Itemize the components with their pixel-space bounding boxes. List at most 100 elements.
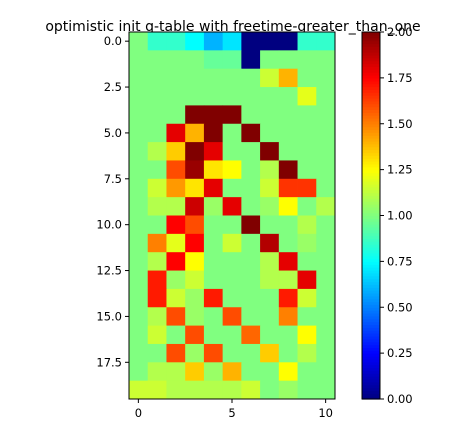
heatmap-cell (166, 362, 186, 382)
heatmap-cell (185, 142, 205, 161)
heatmap-cell (278, 87, 298, 106)
colorbar-gradient-band (362, 364, 380, 369)
heatmap-cell (241, 178, 261, 198)
colorbar-gradient-band (362, 95, 380, 99)
heatmap-cell (222, 32, 242, 51)
heatmap-cell (316, 123, 336, 143)
colorbar-gradient-band (362, 304, 380, 308)
heatmap-cell (297, 197, 317, 216)
heatmap-cell (316, 160, 336, 180)
heatmap-cell (147, 380, 167, 400)
heatmap-cell (297, 123, 317, 143)
heatmap-cell (166, 178, 186, 198)
colorbar-tick-label: 0.00 (387, 392, 413, 406)
colorbar-gradient-band (362, 100, 380, 105)
heatmap-cell (278, 50, 298, 70)
colorbar-gradient-band (362, 89, 380, 93)
heatmap-cell (241, 215, 261, 235)
heatmap-cell (185, 68, 205, 88)
colorbar-gradient-band (362, 126, 380, 131)
heatmap-cell (222, 252, 242, 271)
colorbar-gradient-band (362, 235, 380, 240)
heatmap-cell (203, 307, 224, 326)
colorbar-gradient-band (362, 152, 380, 156)
colorbar-tick-label: 1.25 (387, 163, 413, 177)
heatmap-cell (278, 362, 298, 382)
colorbar-gradient-band (362, 123, 380, 128)
heatmap-cell (185, 32, 205, 51)
heatmap-cell (147, 87, 167, 106)
colorbar-gradient-band (362, 318, 380, 323)
colorbar-gradient-band (362, 183, 380, 188)
colorbar-gradient-band (362, 358, 380, 363)
heatmap-cell (203, 178, 224, 198)
colorbar-gradient-band (362, 275, 380, 280)
colorbar-gradient-band (362, 163, 380, 168)
heatmap-cell (278, 233, 298, 253)
heatmap-cell (260, 343, 280, 363)
heatmap-cell (316, 32, 336, 51)
colorbar-gradient-band (362, 149, 380, 154)
colorbar-gradient-band (362, 361, 380, 366)
heatmap-cell (129, 197, 149, 216)
heatmap-cell (185, 307, 205, 326)
colorbar-gradient-band (362, 396, 380, 400)
heatmap-cell (203, 252, 224, 271)
colorbar-gradient-band (362, 333, 380, 337)
heatmap-cell (147, 233, 167, 253)
heatmap-cell (241, 105, 261, 125)
heatmap-cell (203, 233, 224, 253)
heatmap-cell (278, 197, 298, 216)
heatmap-cell (316, 288, 336, 308)
colorbar-gradient-band (362, 201, 380, 205)
heatmap-cell (147, 270, 167, 290)
colorbar-gradient-band (362, 307, 380, 311)
heatmap-cell (185, 87, 205, 106)
y-tick-label: 5.0 (104, 126, 122, 140)
heatmap-cell (147, 343, 167, 363)
colorbar-gradient-band (362, 178, 380, 182)
heatmap-cell (260, 50, 280, 70)
heatmap-cell (185, 343, 205, 363)
colorbar-gradient-band (362, 218, 380, 222)
colorbar-gradient-band (362, 60, 380, 65)
colorbar-gradient-band (362, 353, 380, 357)
colorbar-gradient-band (362, 204, 380, 208)
heatmap-cell (260, 307, 280, 326)
colorbar-gradient-band (362, 63, 380, 68)
heatmap-cell (297, 142, 317, 161)
colorbar-gradient-band (362, 92, 380, 96)
heatmap-cell (129, 87, 149, 106)
heatmap-cell (278, 142, 298, 161)
colorbar-gradient-band (362, 106, 380, 111)
heatmap-cell (166, 50, 186, 70)
heatmap-cell (260, 105, 280, 125)
heatmap-cell (278, 32, 298, 51)
colorbar-gradient-band (362, 192, 380, 197)
heatmap-cell (260, 380, 280, 400)
colorbar-gradient-band (362, 310, 380, 314)
heatmap-cell (316, 380, 336, 400)
heatmap-cell (166, 123, 186, 143)
heatmap-cell (297, 105, 317, 125)
colorbar-gradient-band (362, 97, 380, 102)
heatmap-cell (260, 68, 280, 88)
heatmap-cell (185, 288, 205, 308)
heatmap-cell (147, 325, 167, 345)
colorbar-gradient-band (362, 244, 380, 248)
colorbar-gradient-band (362, 206, 380, 211)
colorbar-tick-label: 0.25 (387, 346, 413, 360)
colorbar-gradient-band (362, 298, 380, 303)
colorbar-gradient-band (362, 312, 380, 317)
heatmap-cell (185, 197, 205, 216)
colorbar-gradient-band (362, 278, 380, 283)
y-tick-label: 0.0 (104, 34, 122, 48)
colorbar-gradient-band (362, 301, 380, 305)
colorbar-gradient-band (362, 120, 380, 125)
heatmap-cell (166, 68, 186, 88)
colorbar-gradient-band (362, 224, 380, 228)
heatmap-cell (222, 233, 242, 253)
heatmap-cell (147, 307, 167, 326)
colorbar-gradient-band (362, 341, 380, 346)
heatmap-cell (166, 288, 186, 308)
